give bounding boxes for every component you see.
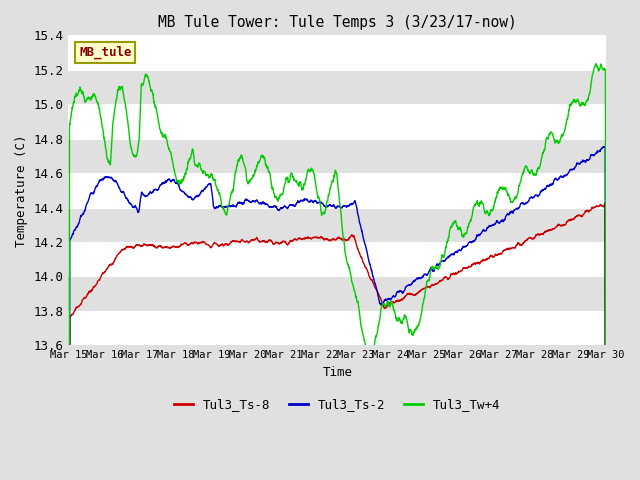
Bar bbox=[68, 311, 606, 345]
Bar bbox=[68, 173, 606, 207]
Bar bbox=[68, 242, 606, 276]
Bar bbox=[68, 104, 606, 139]
Bar bbox=[68, 36, 606, 70]
X-axis label: Time: Time bbox=[323, 366, 353, 379]
Y-axis label: Temperature (C): Temperature (C) bbox=[15, 134, 28, 247]
Text: MB_tule: MB_tule bbox=[79, 46, 132, 59]
Title: MB Tule Tower: Tule Temps 3 (3/23/17-now): MB Tule Tower: Tule Temps 3 (3/23/17-now… bbox=[158, 15, 516, 30]
Legend: Tul3_Ts-8, Tul3_Ts-2, Tul3_Tw+4: Tul3_Ts-8, Tul3_Ts-2, Tul3_Tw+4 bbox=[169, 394, 506, 417]
